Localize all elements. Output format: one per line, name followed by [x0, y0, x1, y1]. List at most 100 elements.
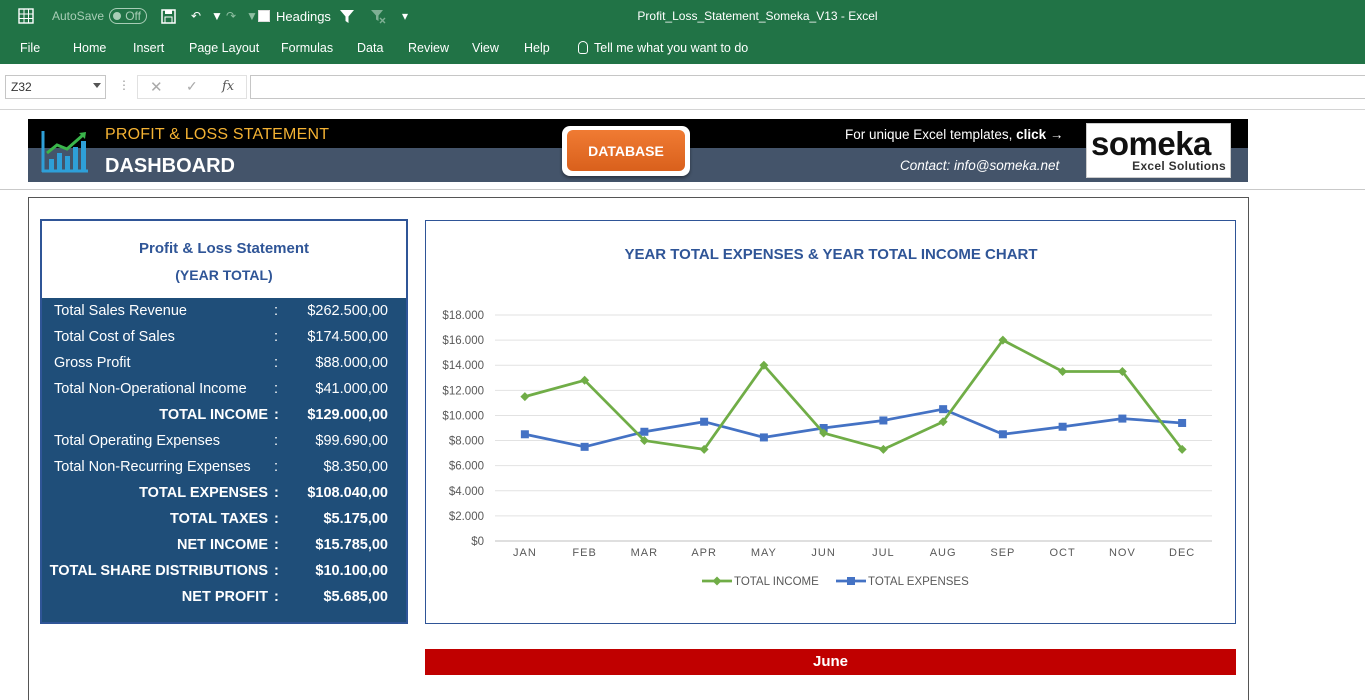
name-box[interactable]: Z32 [5, 75, 106, 99]
promo-link[interactable]: click [1016, 127, 1047, 142]
x-tick-label: AUG [930, 547, 957, 559]
redo-dropdown-icon[interactable]: ▼ [246, 9, 258, 23]
series-line [524, 407, 1183, 449]
month-banner[interactable]: June [425, 649, 1236, 675]
enter-icon[interactable]: ✓ [186, 78, 198, 94]
summary-row: TOTAL INCOME: $129.000,00 [42, 403, 406, 429]
summary-row: Total Operating Expenses: $99.690,00 [42, 429, 406, 455]
x-tick-label: SEP [990, 547, 1015, 559]
title-bar: AutoSave Off ↶ ▼ ↷ ▼ Headings ▾ Profit_L… [0, 0, 1365, 32]
summary-row-separator: : [274, 589, 279, 605]
data-point-square [759, 433, 768, 442]
tab-file[interactable]: File [20, 41, 41, 55]
summary-row-value: $108.040,00 [307, 485, 388, 501]
x-tick-label: DEC [1169, 547, 1195, 559]
data-point-square [1178, 418, 1187, 427]
summary-table: Total Sales Revenue: $262.500,00 Total Cos… [42, 298, 406, 622]
clear-filter-icon[interactable] [370, 0, 386, 32]
summary-row: TOTAL SHARE DISTRIBUTIONS: $10.100,00 [42, 559, 406, 585]
x-tick-label: OCT [1050, 547, 1076, 559]
formula-input[interactable] [250, 75, 1365, 99]
dashboard-header: PROFIT & LOSS STATEMENT DASHBOARD DATABA… [28, 119, 1248, 182]
y-tick-label: $4.000 [449, 486, 484, 498]
tell-me-search[interactable]: Tell me what you want to do [578, 32, 748, 64]
data-point-square [879, 416, 888, 425]
undo-icon[interactable]: ↶ [191, 9, 202, 23]
summary-row-value: $15.785,00 [315, 537, 388, 553]
income-expense-chart[interactable]: YEAR TOTAL EXPENSES & YEAR TOTAL INCOME … [425, 220, 1236, 624]
chevron-down-icon[interactable] [93, 83, 101, 88]
data-point-diamond [699, 444, 709, 454]
contact-text: Contact: info@someka.net [900, 158, 1060, 173]
summary-row-label: NET INCOME [176, 537, 268, 553]
database-button[interactable]: DATABASE [562, 126, 690, 176]
data-point-diamond [759, 360, 769, 370]
y-tick-label: $0 [471, 536, 484, 548]
data-point-square [998, 430, 1007, 439]
tab-insert[interactable]: Insert [133, 41, 165, 55]
checkbox-box[interactable] [258, 10, 270, 22]
tell-me-text: Tell me what you want to do [594, 41, 749, 55]
summary-row-separator: : [274, 355, 279, 371]
x-tick-label: APR [691, 547, 717, 559]
cancel-icon[interactable]: ✕ [150, 79, 163, 96]
redo-icon[interactable]: ↷ [226, 9, 237, 23]
arrow-right-icon[interactable]: → [1049, 127, 1064, 142]
headings-checkbox[interactable]: Headings [258, 0, 331, 32]
summary-panel: Profit & Loss Statement (YEAR TOTAL) Tot… [40, 219, 408, 624]
tab-home[interactable]: Home [73, 41, 107, 55]
data-point-diamond [878, 444, 888, 454]
autosave-label: AutoSave [52, 9, 105, 23]
summary-row-separator: : [274, 511, 279, 527]
summary-row-label: Total Operating Expenses [54, 433, 221, 449]
data-point-square [819, 424, 828, 432]
someka-logo[interactable]: someka Excel Solutions [1086, 123, 1231, 178]
customize-toolbar-icon[interactable]: ▾ [402, 9, 409, 23]
summary-subtitle: (YEAR TOTAL) [175, 267, 273, 283]
summary-row-label: Total Non-Recurring Expenses [54, 459, 251, 475]
tab-review[interactable]: Review [408, 41, 449, 55]
tab-page-layout[interactable]: Page Layout [189, 41, 260, 55]
data-point-square [939, 405, 948, 414]
formula-buttons: ✕ ✓ fx [137, 75, 247, 99]
y-tick-label: $14.000 [442, 360, 484, 372]
data-point-diamond [938, 417, 948, 427]
tab-formulas[interactable]: Formulas [281, 41, 334, 55]
summary-row-separator: : [274, 329, 279, 345]
legend-label: TOTAL EXPENSES [868, 576, 969, 588]
tab-data[interactable]: Data [357, 41, 384, 55]
lightbulb-icon [578, 40, 588, 54]
summary-row-value: $262.500,00 [307, 303, 388, 319]
promo-text[interactable]: For unique Excel templates, click → [845, 127, 1063, 142]
undo-dropdown-icon[interactable]: ▼ [211, 9, 223, 23]
ribbon-tabs: File Home Insert Page Layout Formulas Da… [0, 32, 1365, 64]
summary-row-separator: : [274, 381, 279, 397]
legend-label: TOTAL INCOME [734, 576, 819, 588]
drag-handle-icon[interactable]: ⋮ [118, 78, 130, 92]
excel-grid-icon[interactable] [18, 0, 34, 32]
headings-label: Headings [276, 8, 331, 24]
x-tick-label: MAR [631, 547, 658, 559]
summary-row-label: TOTAL TAXES [169, 511, 268, 527]
worksheet[interactable]: PROFIT & LOSS STATEMENT DASHBOARD DATABA… [0, 110, 1365, 700]
filter-icon[interactable] [339, 0, 355, 32]
summary-row-label: TOTAL INCOME [159, 407, 268, 423]
tab-help[interactable]: Help [524, 41, 550, 55]
autosave-toggle[interactable]: Off [109, 8, 147, 24]
data-point-square [520, 430, 529, 439]
save-icon[interactable] [161, 0, 176, 32]
y-tick-label: $16.000 [442, 335, 484, 347]
database-button-label[interactable]: DATABASE [567, 130, 685, 171]
y-tick-label: $10.000 [442, 410, 484, 422]
data-point-diamond [998, 335, 1008, 345]
data-point-diamond [819, 428, 829, 438]
summary-row: Total Non-Operational Income: $41.000,00 [42, 377, 406, 403]
tab-view[interactable]: View [472, 41, 499, 55]
summary-row-label: Total Non-Operational Income [54, 381, 247, 397]
summary-row-value: $5.685,00 [323, 589, 388, 605]
insert-function-icon[interactable]: fx [222, 79, 235, 94]
summary-row-separator: : [274, 303, 279, 319]
data-point-square [1058, 422, 1067, 431]
data-point-diamond [1117, 367, 1127, 376]
summary-row: TOTAL TAXES: $5.175,00 [42, 507, 406, 533]
